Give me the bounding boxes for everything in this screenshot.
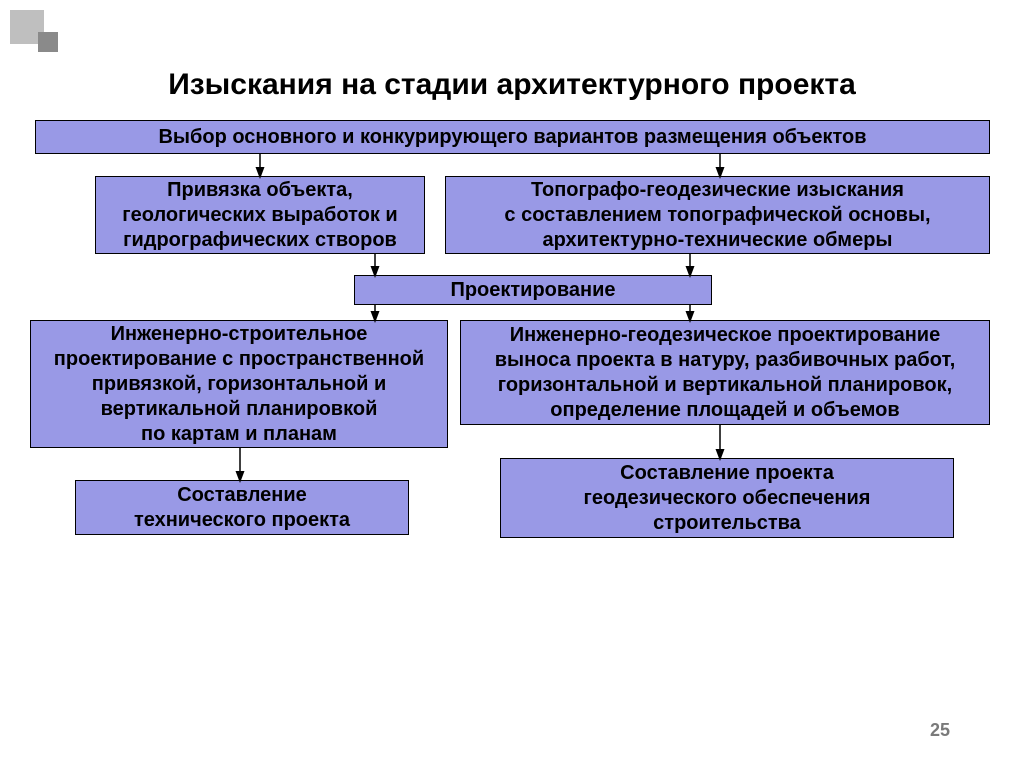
flowchart-node-n8: Составление проектагеодезического обеспе…	[500, 458, 954, 538]
decor-square-small	[38, 32, 58, 52]
flowchart-node-n3: Топографо-геодезические изысканияс соста…	[445, 176, 990, 254]
flowchart-node-n1: Выбор основного и конкурирующего вариант…	[35, 120, 990, 154]
flowchart-node-n7: Составлениетехнического проекта	[75, 480, 409, 535]
page-number: 25	[930, 720, 950, 741]
flowchart-node-n4: Проектирование	[354, 275, 712, 305]
flowchart-node-n6: Инженерно-геодезическое проектированиевы…	[460, 320, 990, 425]
flowchart-node-n2: Привязка объекта,геологических выработок…	[95, 176, 425, 254]
slide-title: Изыскания на стадии архитектурного проек…	[0, 68, 1024, 102]
flowchart-node-n5: Инженерно-строительноепроектирование с п…	[30, 320, 448, 448]
